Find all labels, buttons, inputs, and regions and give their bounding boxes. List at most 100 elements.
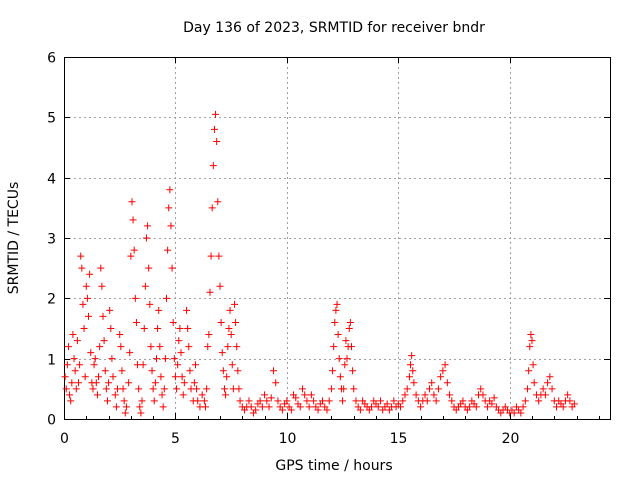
data-point <box>67 397 75 405</box>
data-point <box>517 409 525 417</box>
data-point <box>342 337 350 345</box>
data-point <box>198 391 206 399</box>
chart-title: Day 136 of 2023, SRMTID for receiver bnd… <box>183 20 485 36</box>
data-point <box>151 379 159 387</box>
data-point <box>99 312 107 320</box>
data-point <box>214 198 222 206</box>
data-point <box>334 331 342 339</box>
data-point <box>376 397 384 405</box>
data-point <box>217 318 225 326</box>
data-point <box>171 373 179 381</box>
data-point <box>399 397 407 405</box>
data-point <box>256 397 264 405</box>
data-point <box>81 373 89 381</box>
data-point <box>125 379 133 387</box>
x-tick-label: 0 <box>60 431 69 447</box>
data-point <box>131 294 139 302</box>
data-point <box>524 385 532 393</box>
data-point <box>332 306 340 314</box>
data-point <box>466 403 474 411</box>
data-point <box>101 367 109 375</box>
data-point <box>226 306 234 314</box>
data-point <box>119 385 127 393</box>
data-point <box>477 385 485 393</box>
data-point <box>180 379 188 387</box>
data-point <box>191 361 199 369</box>
tick-layer: 0 1 2 3 4 5 6 0 5 10 15 20 <box>47 51 610 447</box>
data-point <box>544 379 552 387</box>
data-point <box>76 361 84 369</box>
data-point <box>296 403 304 411</box>
data-point <box>403 385 411 393</box>
data-points <box>61 110 578 417</box>
data-point <box>102 385 110 393</box>
data-point <box>546 373 554 381</box>
data-point <box>528 337 536 345</box>
data-point <box>166 186 174 194</box>
data-point <box>95 373 103 381</box>
data-point <box>343 355 351 363</box>
data-point <box>68 379 76 387</box>
data-point <box>62 385 70 393</box>
data-point <box>267 394 275 402</box>
data-point <box>218 349 226 357</box>
data-point <box>140 325 148 332</box>
data-point <box>356 406 364 414</box>
data-point <box>235 385 243 393</box>
data-point <box>374 403 382 411</box>
data-point <box>83 294 91 302</box>
data-point <box>135 385 143 393</box>
data-point <box>333 300 341 308</box>
data-point <box>347 343 355 351</box>
data-point <box>287 406 295 414</box>
data-point <box>146 300 154 308</box>
data-point <box>535 397 543 405</box>
data-point <box>409 367 417 375</box>
data-point <box>155 306 163 314</box>
data-point <box>144 222 152 230</box>
data-point <box>149 385 157 393</box>
x-tick-label: 10 <box>279 431 297 447</box>
y-tick-label: 0 <box>47 413 56 429</box>
data-point <box>350 385 358 393</box>
data-point <box>417 403 425 411</box>
data-point <box>126 349 134 357</box>
data-point <box>331 318 339 326</box>
grid-layer <box>64 57 610 419</box>
data-point <box>483 403 491 411</box>
data-point <box>223 373 231 381</box>
data-point <box>301 391 309 399</box>
data-point <box>129 216 137 224</box>
data-point <box>70 355 78 363</box>
data-point <box>519 403 527 411</box>
data-point <box>232 318 240 326</box>
data-point <box>190 379 198 387</box>
data-point <box>90 361 98 369</box>
data-point <box>179 391 187 399</box>
data-point <box>152 355 160 363</box>
data-point <box>236 397 244 405</box>
data-point <box>163 294 171 302</box>
data-point <box>116 331 124 339</box>
data-point <box>390 397 398 405</box>
data-point <box>148 367 156 375</box>
data-point <box>139 361 147 369</box>
data-point <box>421 391 429 399</box>
data-point <box>186 367 194 375</box>
data-point <box>209 162 217 170</box>
data-point <box>92 379 100 387</box>
data-point <box>122 403 130 411</box>
data-point <box>130 246 138 254</box>
data-point <box>168 264 176 272</box>
data-point <box>423 397 431 405</box>
data-point <box>405 373 413 381</box>
data-point <box>137 409 145 417</box>
data-point <box>383 400 391 408</box>
data-point <box>319 397 327 405</box>
data-point <box>510 409 518 417</box>
data-point <box>439 367 447 375</box>
data-point <box>86 270 94 278</box>
data-point <box>340 385 348 393</box>
data-point <box>219 367 227 375</box>
data-point <box>106 306 114 314</box>
